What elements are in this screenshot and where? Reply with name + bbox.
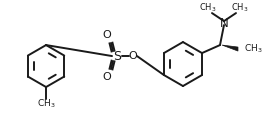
Text: CH$_3$: CH$_3$ [231,2,249,14]
Text: O: O [129,51,137,61]
Polygon shape [222,45,238,51]
Text: O: O [103,72,111,82]
Text: CH$_3$: CH$_3$ [244,43,263,55]
Text: CH$_3$: CH$_3$ [37,98,55,110]
Text: S: S [113,50,121,63]
Text: O: O [103,30,111,40]
Text: CH$_3$: CH$_3$ [199,2,217,14]
Text: N: N [219,17,228,30]
